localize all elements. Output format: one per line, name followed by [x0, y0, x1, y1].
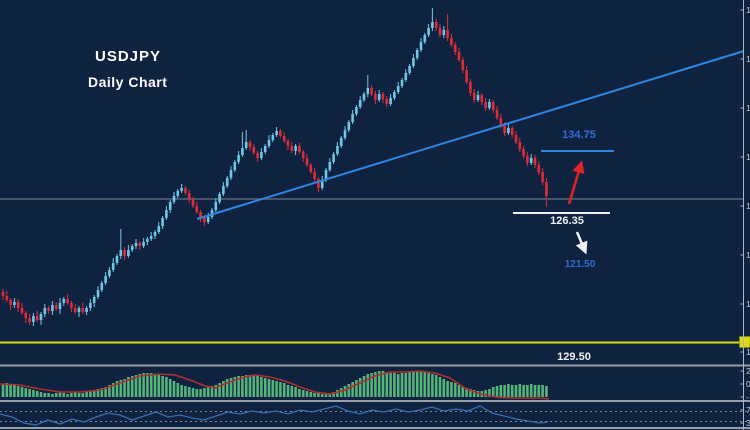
ascending-trendline — [196, 50, 745, 220]
yellow-level-line — [0, 336, 750, 348]
svg-text:1: 1 — [746, 201, 750, 211]
svg-text:3: 3 — [746, 418, 750, 428]
candlestick-series — [1, 8, 548, 326]
svg-text:1: 1 — [746, 250, 750, 260]
timeframe-title: Daily Chart — [88, 74, 168, 90]
panel-separators — [0, 364, 750, 429]
marked-level-price-label: 129.50 — [557, 351, 591, 363]
svg-text:1: 1 — [746, 5, 750, 15]
svg-text:7: 7 — [746, 405, 750, 415]
support-price-label: 126.35 — [550, 215, 584, 227]
svg-text:1: 1 — [746, 152, 750, 162]
svg-text:-: - — [746, 392, 749, 402]
svg-text:1: 1 — [746, 299, 750, 309]
svg-text:1: 1 — [746, 54, 750, 64]
macd-histogram — [1, 371, 548, 397]
svg-text:1: 1 — [746, 103, 750, 113]
svg-text:2: 2 — [746, 366, 750, 376]
svg-text:0: 0 — [746, 379, 750, 389]
svg-text:1: 1 — [746, 347, 750, 357]
resistance-price-label: 134.75 — [562, 129, 596, 141]
annotation-drawings — [513, 150, 614, 255]
oscillator-line — [0, 405, 549, 426]
price-axis: 1 1 1 1 1 1 1 1 2 0 - 7 3 — [740, 0, 750, 430]
downside-target-price-label: 121.50 — [564, 259, 596, 270]
macd-signal-line — [0, 370, 550, 400]
symbol-title: USDJPY — [95, 48, 162, 65]
